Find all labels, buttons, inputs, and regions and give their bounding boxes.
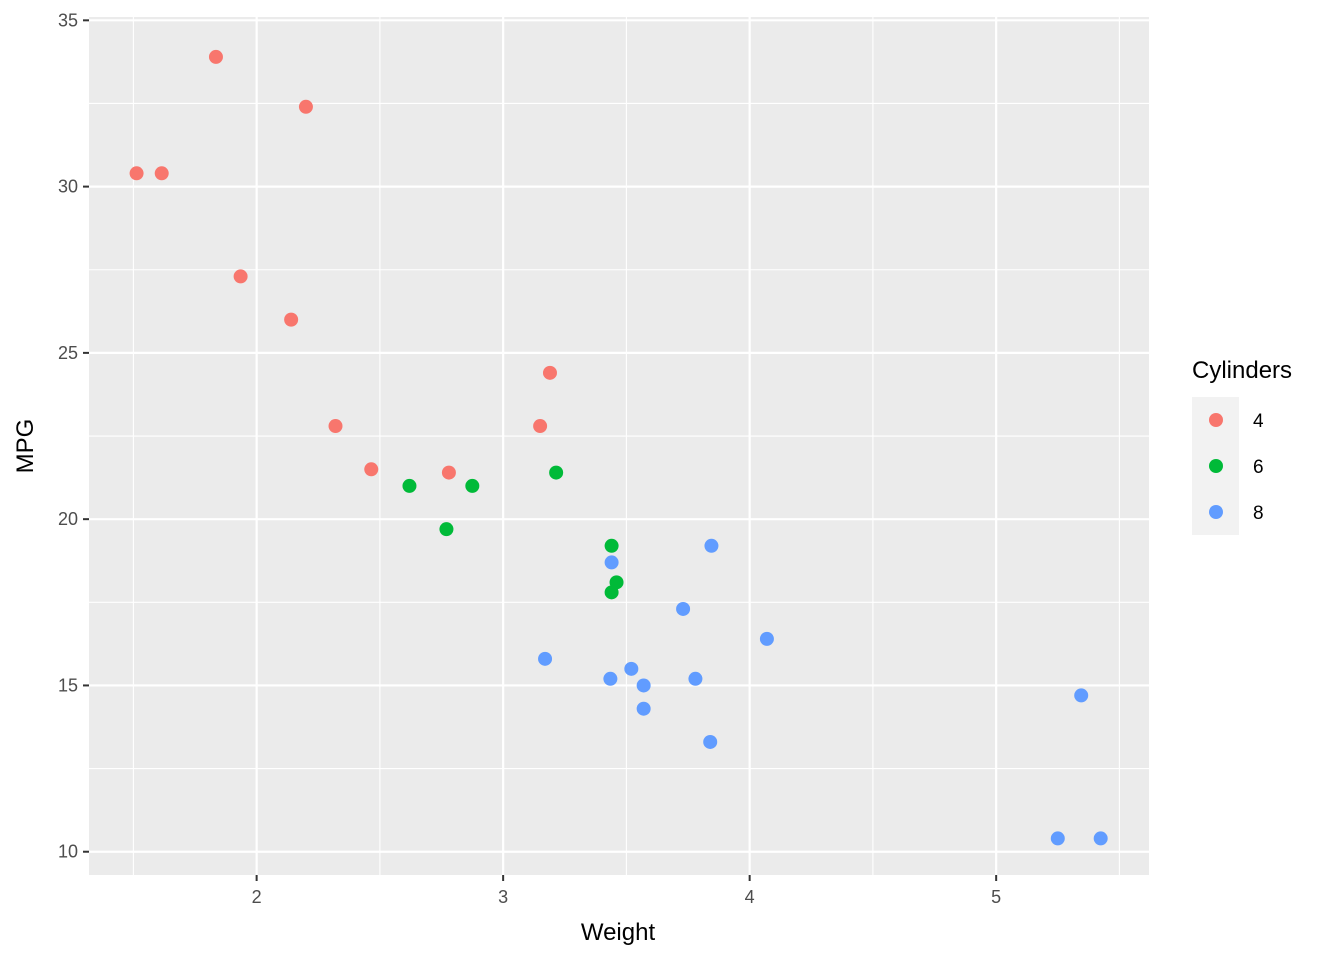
plot-panel [89,17,1149,875]
data-point-cyl-6 [465,478,480,493]
data-point-cyl-8 [636,701,651,716]
grid-lines [89,17,1149,875]
data-point-cyl-8 [1050,831,1065,846]
data-point-cyl-4 [129,166,144,181]
legend-key-8 [1209,505,1223,519]
data-point-cyl-8 [1093,831,1108,846]
data-point-cyl-8 [759,631,774,646]
legend-title: Cylinders [1192,357,1292,384]
legend-label-8: 8 [1253,503,1264,524]
legend-label-4: 4 [1253,411,1264,432]
data-point-cyl-6 [604,538,619,553]
data-point-cyl-8 [688,671,703,686]
data-point-cyl-8 [603,671,618,686]
data-point-cyl-4 [284,312,299,327]
data-point-cyl-8 [704,538,719,553]
data-point-cyl-4 [441,465,456,480]
x-tick-label: 5 [991,887,1001,907]
data-point-cyl-4 [328,419,343,434]
data-point-cyl-8 [636,678,651,693]
x-tick-label: 4 [745,887,755,907]
data-points [129,49,1108,846]
data-point-cyl-4 [364,462,379,477]
data-point-cyl-4 [154,166,169,181]
legend: Cylinders 4 6 8 [1192,357,1292,535]
legend-items: 4 6 8 [1209,411,1264,524]
y-tick-label: 20 [58,509,78,529]
data-point-cyl-6 [402,478,417,493]
data-point-cyl-6 [604,585,619,600]
data-point-cyl-8 [604,555,619,570]
legend-label-6: 6 [1253,457,1264,478]
y-tick-label: 15 [58,675,78,695]
x-axis-title: Weight [581,919,656,946]
legend-key-4 [1209,413,1223,427]
data-point-cyl-4 [233,269,248,284]
data-point-cyl-6 [439,522,454,537]
axes: 2 3 4 5 10 15 20 25 30 35 [58,10,1001,907]
data-point-cyl-8 [538,651,553,666]
data-point-cyl-8 [624,661,639,676]
data-point-cyl-4 [542,365,557,380]
data-point-cyl-4 [298,99,313,114]
y-tick-label: 30 [58,177,78,197]
data-point-cyl-4 [533,419,548,434]
x-tick-label: 2 [252,887,262,907]
data-point-cyl-8 [703,734,718,749]
legend-key-6 [1209,459,1223,473]
data-point-cyl-4 [208,49,223,64]
data-point-cyl-8 [1074,688,1089,703]
x-tick-label: 3 [498,887,508,907]
data-point-cyl-8 [676,601,691,616]
y-tick-label: 35 [58,10,78,30]
y-axis-title: MPG [12,419,39,474]
y-tick-label: 10 [58,842,78,862]
y-tick-label: 25 [58,343,78,363]
data-point-cyl-6 [549,465,564,480]
